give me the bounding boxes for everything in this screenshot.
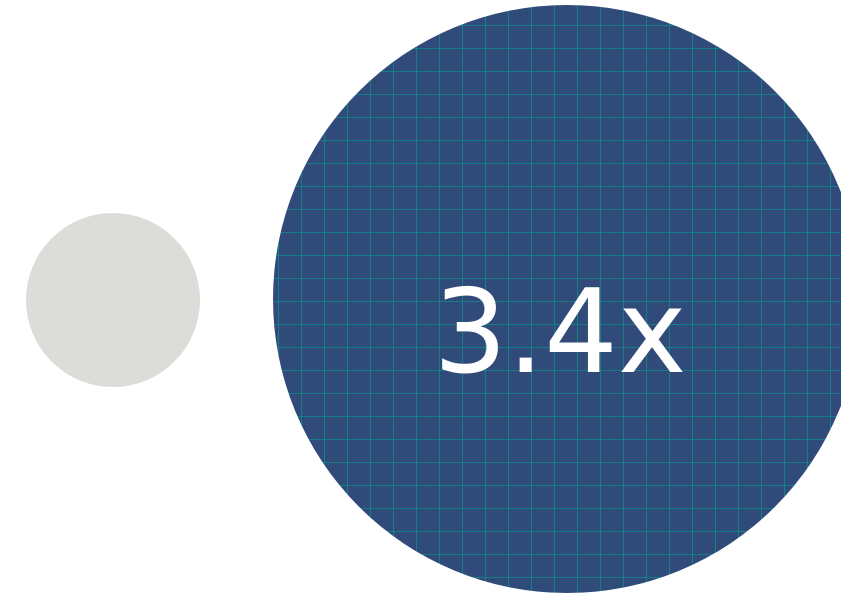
comparison-value-label: 3.4x bbox=[433, 265, 686, 400]
comparison-bubble bbox=[273, 5, 841, 593]
baseline-bubble bbox=[26, 213, 200, 387]
